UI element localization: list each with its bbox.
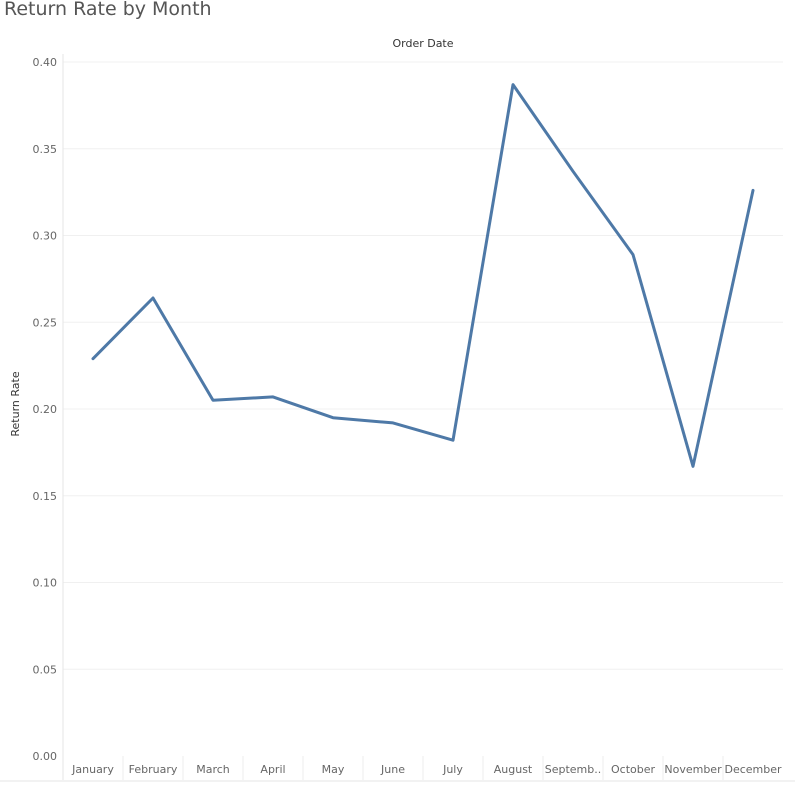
data-point[interactable] xyxy=(749,186,757,194)
x-tick-label: October xyxy=(611,763,655,776)
series-line[interactable] xyxy=(91,83,755,468)
data-point[interactable] xyxy=(389,419,397,427)
y-tick-label: 0.05 xyxy=(33,663,58,676)
data-point[interactable] xyxy=(509,81,517,89)
data-point[interactable] xyxy=(689,462,697,470)
axes xyxy=(0,54,795,782)
x-tick-label: Septemb.. xyxy=(545,763,602,776)
data-point[interactable] xyxy=(629,251,637,259)
x-tick-label: February xyxy=(129,763,178,776)
y-tick-label: 0.25 xyxy=(33,316,58,329)
x-tick-label: November xyxy=(664,763,722,776)
y-tick-labels: 0.00 0.05 0.10 0.15 0.20 0.25 0.30 0.35 0.40 xyxy=(33,56,58,763)
data-point[interactable] xyxy=(269,393,277,401)
x-tick-labels: January February March April May June July Augu… xyxy=(71,763,782,776)
column-header: Order Date xyxy=(392,37,453,50)
data-point[interactable] xyxy=(149,294,157,302)
series-layer xyxy=(89,81,757,470)
data-point[interactable] xyxy=(89,355,97,363)
y-tick-label: 0.00 xyxy=(33,750,58,763)
y-tick-label: 0.35 xyxy=(33,143,58,156)
gridlines xyxy=(63,61,783,670)
x-tick-label: December xyxy=(724,763,782,776)
y-tick-label: 0.20 xyxy=(33,403,58,416)
y-axis-title: Return Rate xyxy=(9,371,22,436)
y-tick-label: 0.10 xyxy=(33,577,58,590)
x-tick-label: April xyxy=(260,763,285,776)
chart-title: Return Rate by Month xyxy=(4,0,212,20)
y-tick-label: 0.40 xyxy=(33,56,58,69)
x-tick-label: July xyxy=(442,763,463,776)
data-point[interactable] xyxy=(449,436,457,444)
y-tick-label: 0.30 xyxy=(33,230,58,243)
data-point[interactable] xyxy=(329,414,337,422)
x-tick-label: January xyxy=(71,763,114,776)
x-tick-label: August xyxy=(494,763,533,776)
data-point[interactable] xyxy=(569,167,577,175)
data-point[interactable] xyxy=(209,396,217,404)
y-tick-label: 0.15 xyxy=(33,490,58,503)
x-tick-label: March xyxy=(196,763,230,776)
x-tick-label: June xyxy=(380,763,405,776)
x-tick-label: May xyxy=(322,763,345,776)
